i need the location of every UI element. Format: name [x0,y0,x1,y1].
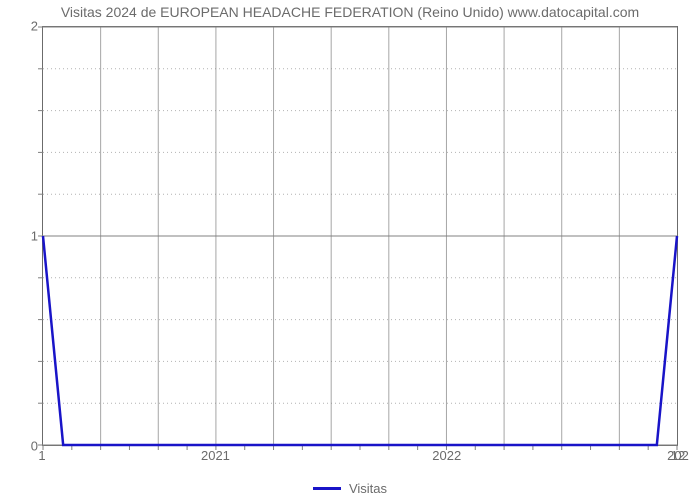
x-major-label-1: 2022 [432,448,461,463]
x-left-label: 1 [38,448,45,463]
plot-area [42,26,678,446]
grid-major [43,27,677,445]
x-major-label-2: 202 [667,448,689,463]
legend-swatch [313,487,341,490]
series-visitas [43,236,677,445]
y-tick-label-0: 0 [31,439,38,454]
y-tick-label-2: 2 [31,19,38,34]
y-tick-label-1: 1 [31,229,38,244]
plot-svg [43,27,677,445]
x-major-label-0: 2021 [201,448,230,463]
chart-title: Visitas 2024 de EUROPEAN HEADACHE FEDERA… [0,4,700,20]
chart-container: Visitas 2024 de EUROPEAN HEADACHE FEDERA… [0,0,700,500]
ticks-x-minor [38,27,677,450]
legend: Visitas [0,480,700,496]
legend-label: Visitas [349,481,387,496]
